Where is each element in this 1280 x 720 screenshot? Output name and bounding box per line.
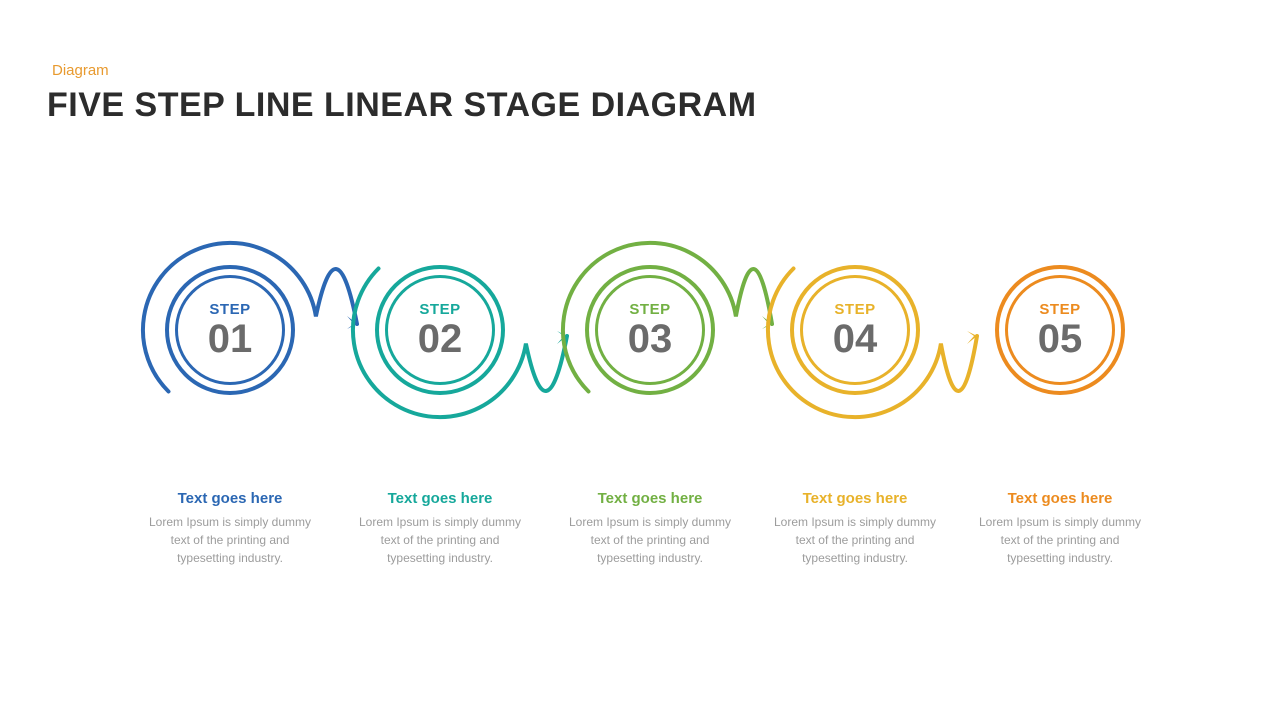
text-body: Lorem Ipsum is simply dummy text of the …: [140, 513, 320, 567]
text-column-04: Text goes here Lorem Ipsum is simply dumm…: [765, 490, 945, 567]
header-category: Diagram: [52, 62, 109, 79]
ring-inner: [595, 275, 705, 385]
text-column-05: Text goes here Lorem Ipsum is simply dumm…: [970, 490, 1150, 567]
ring-inner: [800, 275, 910, 385]
text-column-01: Text goes here Lorem Ipsum is simply dumm…: [140, 490, 320, 567]
text-body: Lorem Ipsum is simply dummy text of the …: [970, 513, 1150, 567]
text-heading: Text goes here: [970, 490, 1150, 507]
text-heading: Text goes here: [765, 490, 945, 507]
text-heading: Text goes here: [350, 490, 530, 507]
ring-inner: [385, 275, 495, 385]
ring-inner: [1005, 275, 1115, 385]
text-column-03: Text goes here Lorem Ipsum is simply dumm…: [560, 490, 740, 567]
step-node-05: STEP05: [995, 265, 1125, 395]
step-node-01: STEP01: [165, 265, 295, 395]
step-node-03: STEP03: [585, 265, 715, 395]
diagram-area: STEP01 STEP02 STEP03 STEP04 STEP05: [0, 200, 1280, 500]
text-body: Lorem Ipsum is simply dummy text of the …: [350, 513, 530, 567]
step-node-02: STEP02: [375, 265, 505, 395]
text-body: Lorem Ipsum is simply dummy text of the …: [765, 513, 945, 567]
header-title: FIVE STEP LINE LINEAR STAGE DIAGRAM: [47, 86, 757, 125]
ring-inner: [175, 275, 285, 385]
text-columns: Text goes here Lorem Ipsum is simply dumm…: [0, 490, 1280, 690]
text-heading: Text goes here: [140, 490, 320, 507]
text-heading: Text goes here: [560, 490, 740, 507]
step-node-04: STEP04: [790, 265, 920, 395]
text-column-02: Text goes here Lorem Ipsum is simply dumm…: [350, 490, 530, 567]
text-body: Lorem Ipsum is simply dummy text of the …: [560, 513, 740, 567]
